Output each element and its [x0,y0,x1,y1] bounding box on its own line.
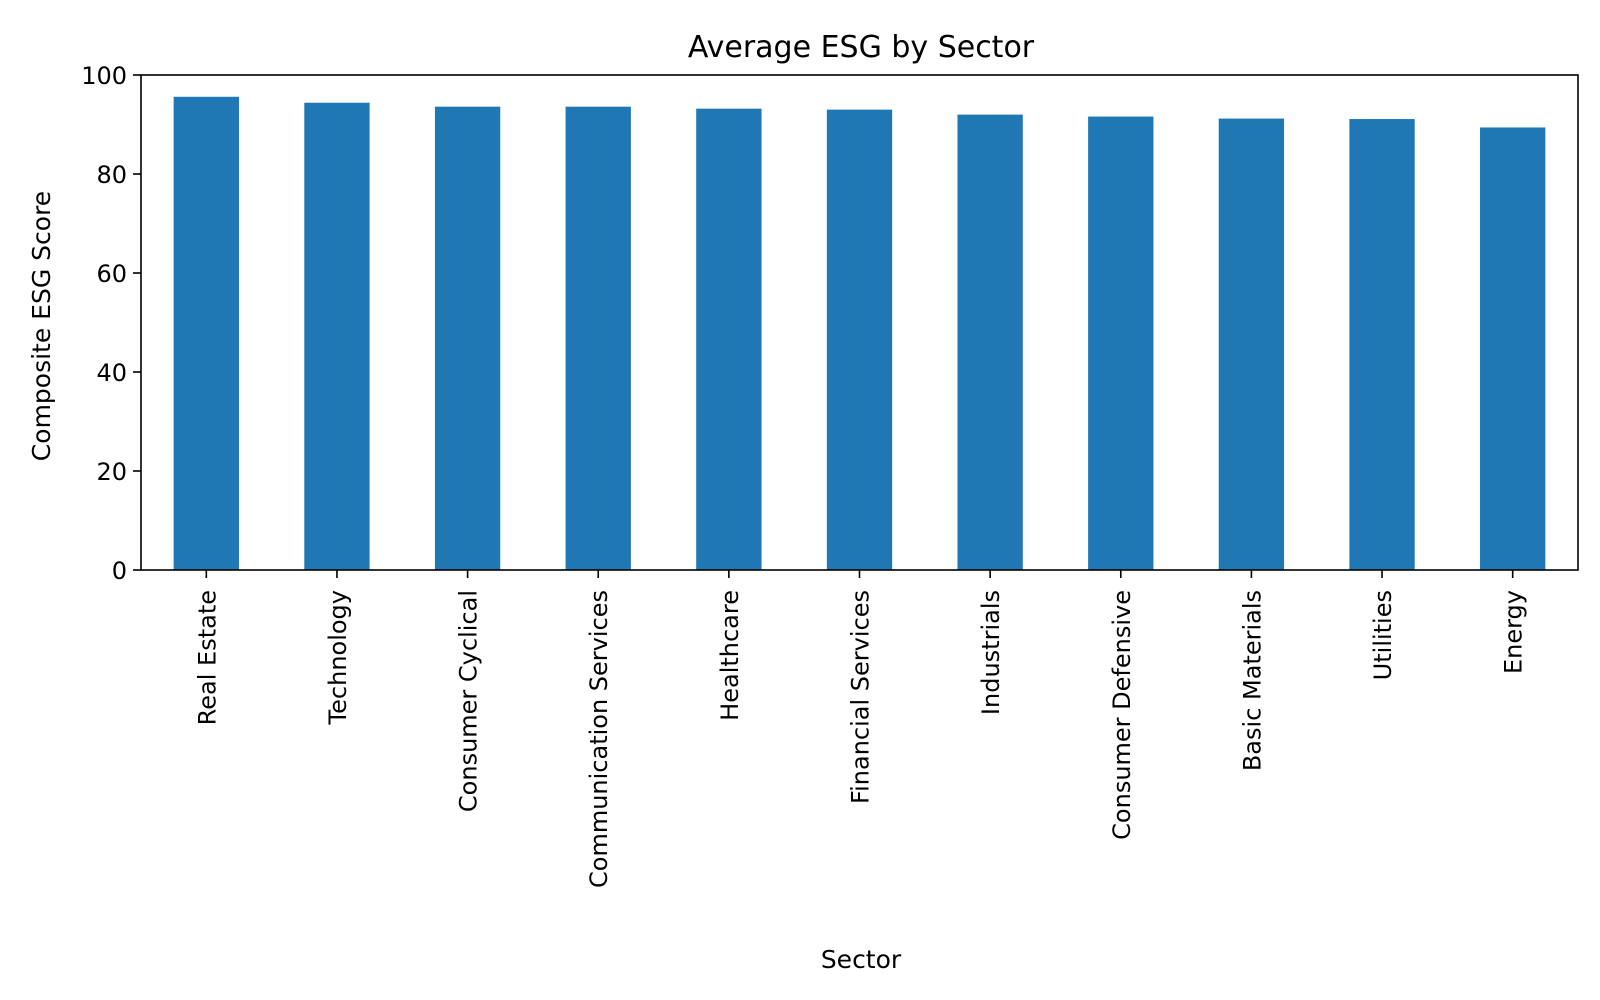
x-tick-label: Energy [1500,590,1528,674]
bar [173,96,239,570]
chart-title: Average ESG by Sector [688,30,1035,65]
y-axis-ticks: 0 20 40 60 80 100 [81,62,141,585]
x-tick-label: Technology [324,590,352,725]
x-axis-ticks: Real Estate Technology Consumer Cyclical Co… [193,570,1528,888]
y-tick-label: 100 [81,62,127,90]
x-tick-label: Consumer Defensive [1108,590,1136,840]
bar [826,109,893,571]
y-tick-label: 20 [96,458,127,486]
x-tick-label: Consumer Cyclical [455,590,483,812]
bar-series [173,96,1546,571]
y-tick-label: 40 [96,359,127,387]
y-tick-label: 0 [112,557,127,585]
bar [1480,127,1546,570]
bar [1088,116,1154,570]
x-tick-label: Industrials [977,590,1005,715]
x-tick-label: Healthcare [716,590,744,721]
x-tick-label: Financial Services [847,590,875,804]
x-tick-label: Real Estate [193,590,221,725]
x-tick-label: Basic Materials [1238,590,1266,771]
y-axis-label: Composite ESG Score [27,191,56,461]
bar [434,106,501,571]
bar [565,106,631,571]
x-axis-label: Sector [821,945,902,974]
x-tick-label: Communication Services [585,590,613,888]
bar [1218,118,1285,570]
bar [696,108,762,570]
y-tick-label: 80 [96,161,127,189]
bar [957,114,1023,570]
bar [304,102,370,570]
y-tick-label: 60 [96,260,127,288]
bar [1349,119,1415,571]
x-tick-label: Utilities [1369,590,1397,680]
